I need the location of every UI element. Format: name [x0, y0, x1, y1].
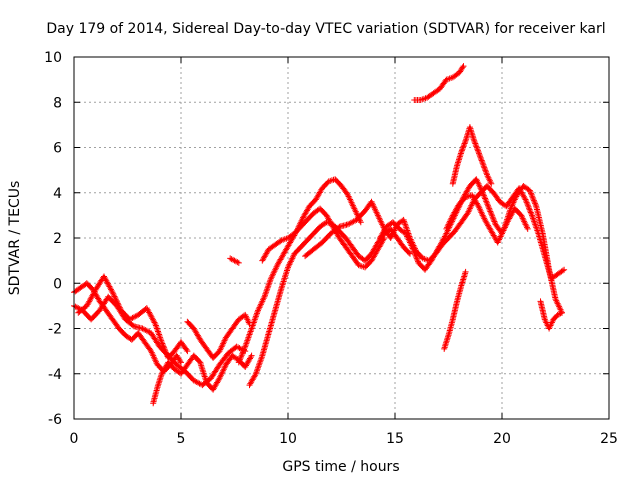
x-tick-label: 10: [279, 431, 297, 447]
x-tick-labels: 0 5 10 15 20 25: [70, 431, 618, 447]
y-axis-label: SDTVAR / TECUs: [7, 181, 23, 296]
marker-track-track-m: [449, 124, 495, 187]
marker-track-track-k: [443, 183, 565, 316]
marker-track-track-o: [227, 255, 242, 266]
chart-title: Day 179 of 2014, Sidereal Day-to-day VTE…: [46, 21, 605, 37]
x-tick-label: 20: [493, 431, 511, 447]
y-tick-label: 6: [53, 141, 62, 157]
x-tick-label: 0: [70, 431, 79, 447]
x-tick-label: 5: [177, 431, 186, 447]
marker-track-track-l: [441, 268, 469, 352]
data-points: [71, 63, 568, 407]
y-tick-label: -4: [48, 367, 62, 383]
y-tick-label: 2: [53, 231, 62, 247]
y-tick-label: 4: [53, 186, 62, 202]
y-tick-label: 8: [53, 95, 62, 111]
x-axis-label: GPS time / hours: [282, 459, 399, 475]
x-tick-label: 25: [600, 431, 618, 447]
y-tick-label: 10: [44, 50, 62, 66]
marker-track-track-g: [246, 219, 413, 389]
marker-track-track-e: [184, 311, 253, 361]
y-tick-label: -6: [48, 412, 62, 428]
x-tick-label: 15: [386, 431, 404, 447]
y-tick-label: 0: [53, 276, 62, 292]
y-tick-label: -2: [48, 322, 62, 338]
marker-track-track-n: [411, 63, 467, 103]
marker-track-track-c: [75, 273, 191, 361]
marker-track-track-p: [537, 298, 565, 332]
y-tick-labels: -6 -4 -2 0 2 4 6 8 10: [44, 50, 62, 428]
plot-frame: [73, 56, 610, 420]
